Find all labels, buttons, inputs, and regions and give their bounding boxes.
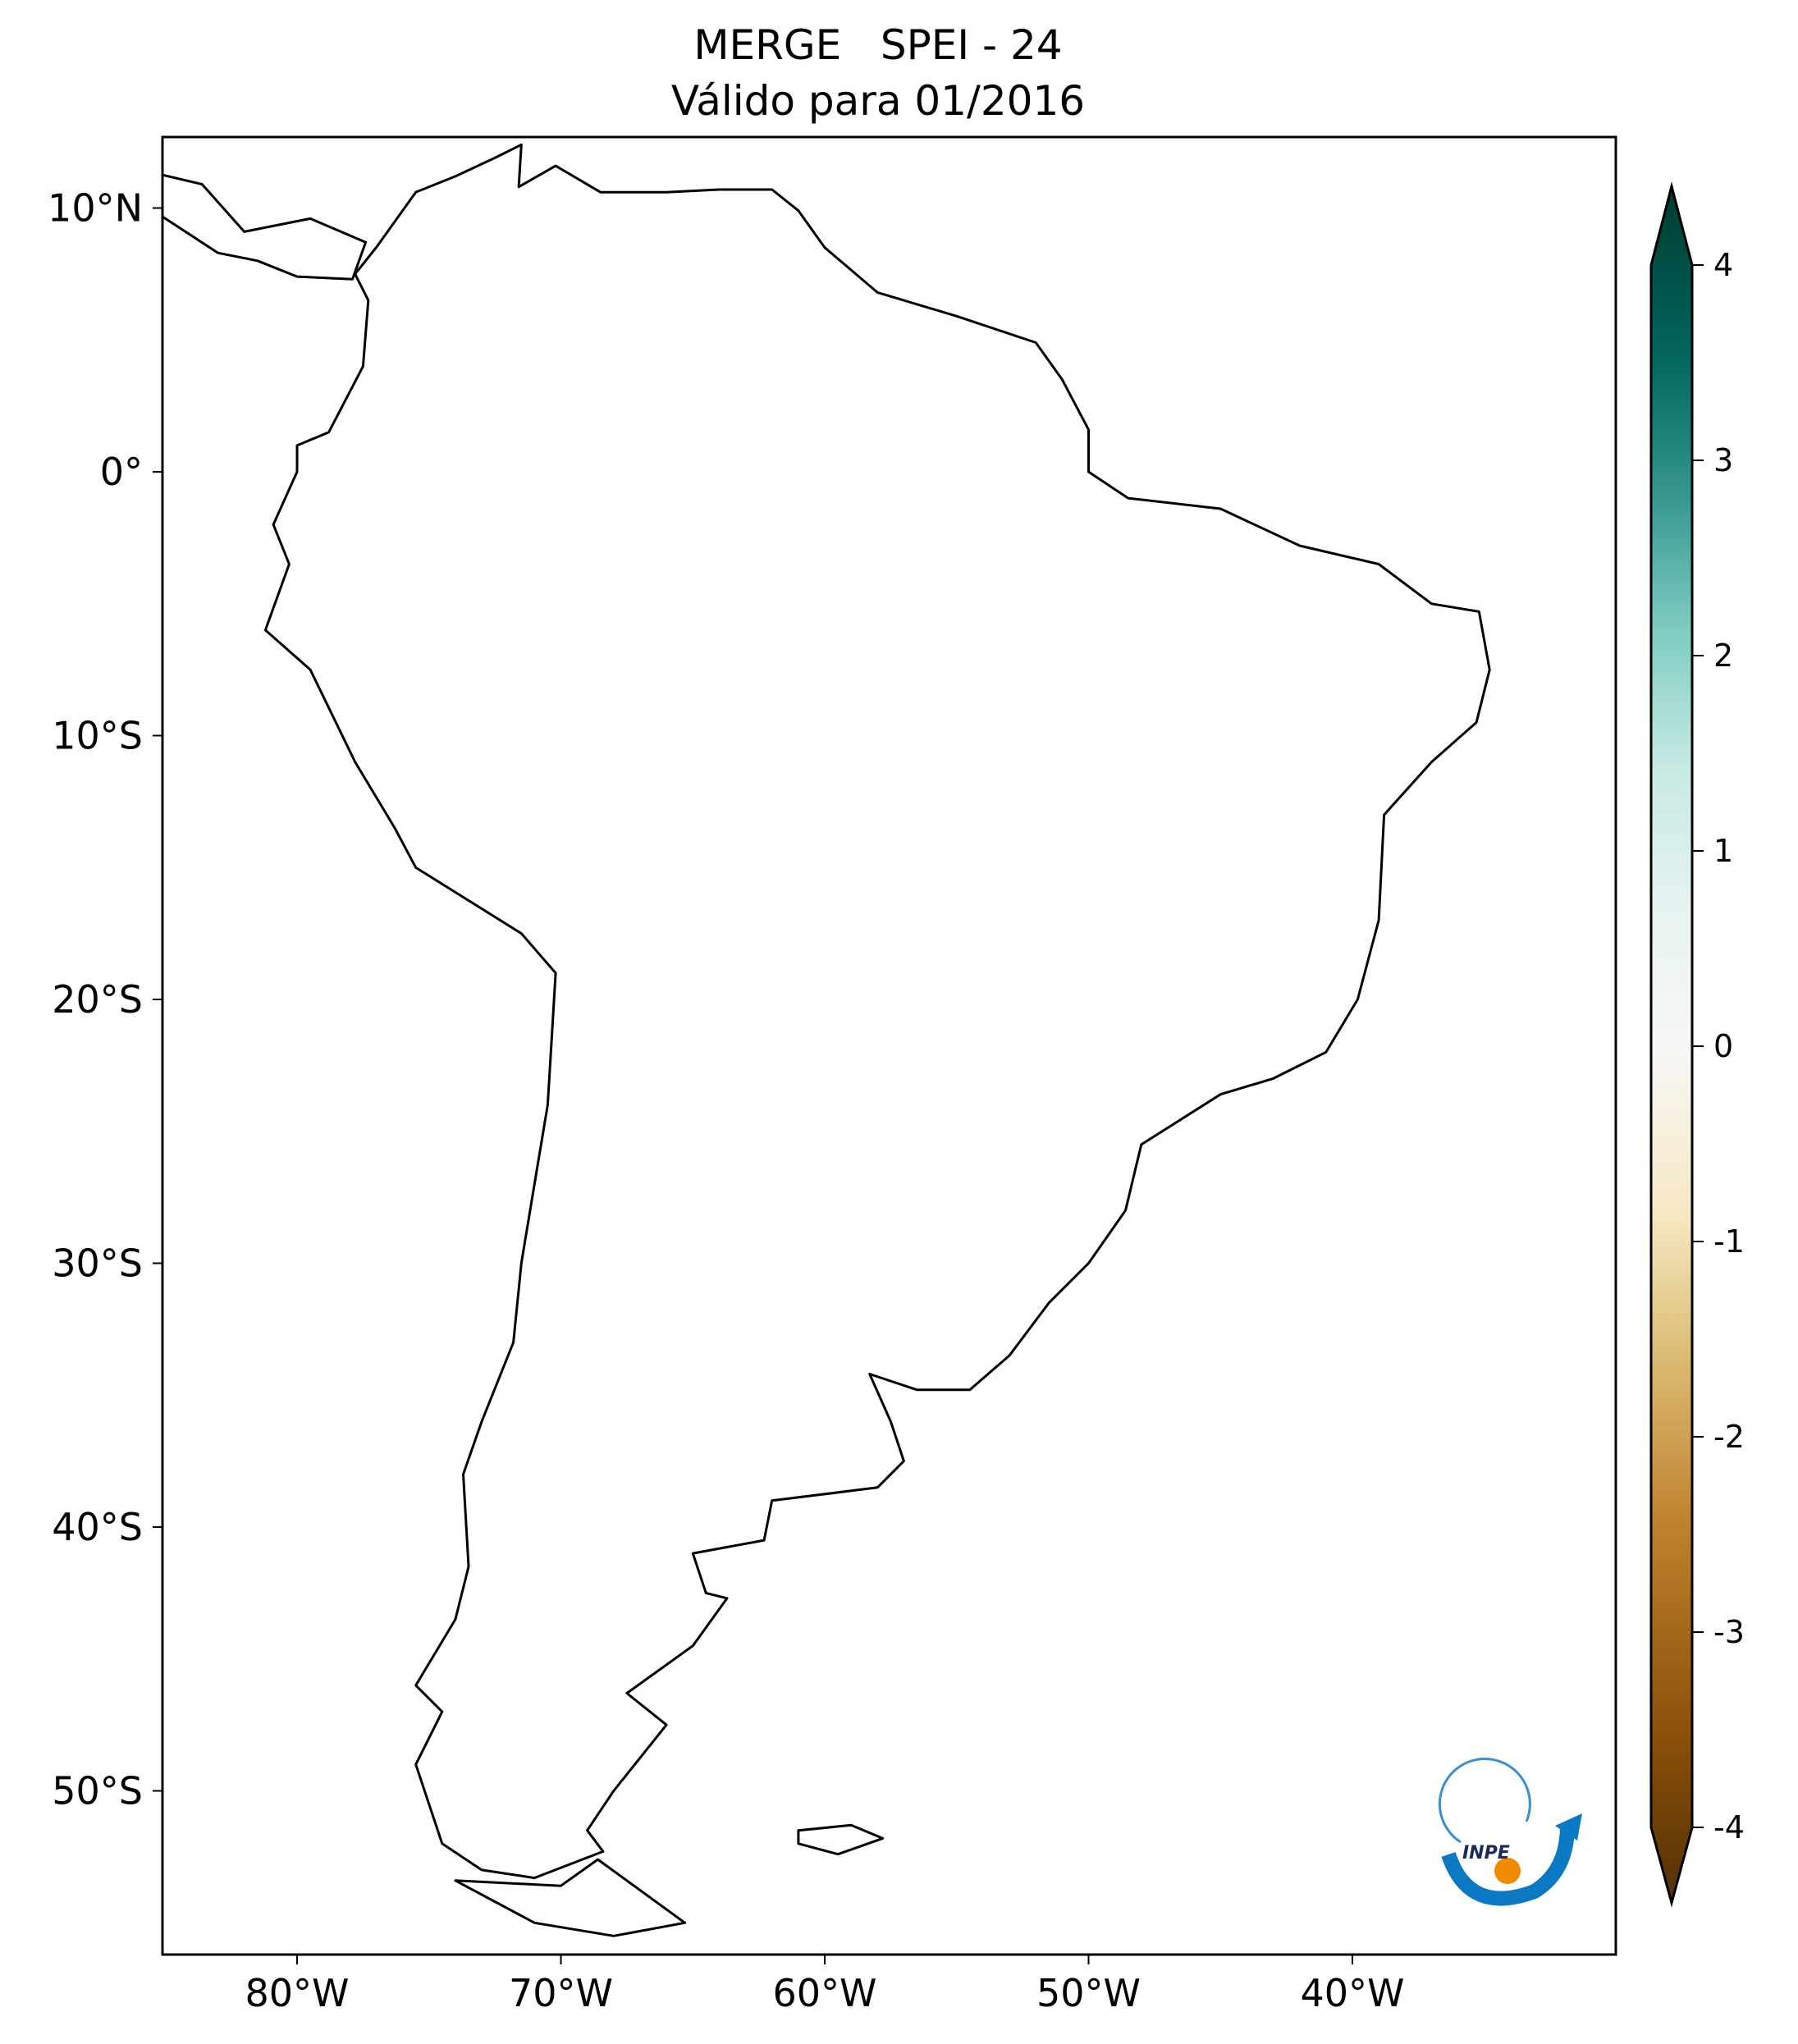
x-tick-label: 40°W: [1300, 1971, 1404, 2015]
x-tick-label: 70°W: [509, 1971, 613, 2015]
spei-region: [1092, 781, 1455, 1060]
colorbar-tick-label: -1: [1713, 1223, 1745, 1260]
logo-orbit-icon: [1438, 1758, 1531, 1844]
y-tick-label: 50°S: [52, 1769, 143, 1813]
chart-subtitle: Válido para 01/2016: [671, 77, 1085, 125]
colorbar-tick-label: -4: [1713, 1809, 1745, 1845]
spei-field: [222, 135, 1481, 1851]
x-tick-label: 50°W: [1036, 1971, 1141, 2015]
spei-region: [380, 728, 743, 1007]
logo-arrow-icon: [1555, 1813, 1582, 1841]
spei-region: [1119, 491, 1481, 770]
map-area: [158, 135, 1491, 1937]
spei-region: [854, 1071, 1217, 1350]
spei-region: [828, 438, 1191, 717]
spei-region: [222, 385, 584, 664]
coastline-continent: [263, 143, 1491, 1880]
chart-title: MERGE SPEI - 24: [693, 21, 1062, 69]
colorbar-ticks: 4 3 2 1 0 -1 -2 -3 -4: [1692, 247, 1745, 1845]
colorbar-tick-label: 1: [1713, 833, 1733, 869]
y-tick-label: 20°S: [52, 977, 143, 1022]
map-frame: [161, 135, 1617, 1956]
colorbar-tick-label: 2: [1713, 638, 1733, 674]
coastlines: [162, 143, 1491, 1937]
colorbar-tick-label: -3: [1713, 1614, 1745, 1650]
land-continent: [265, 144, 1489, 1877]
colorbar-tick-label: 4: [1713, 247, 1733, 283]
x-tick-label: 60°W: [772, 1971, 876, 2015]
colorbar-bar: [1649, 181, 1694, 1908]
y-tick-label: 10°N: [48, 186, 143, 231]
spei-region: [803, 1040, 1005, 1196]
spei-region: [538, 135, 900, 414]
logo-text: INPE: [1462, 1843, 1510, 1863]
spei-region: [300, 543, 663, 822]
y-tick-label: 0°: [100, 450, 143, 494]
colorbar-tick-label: 3: [1713, 442, 1733, 478]
x-tick-label: 80°W: [245, 1971, 349, 2015]
y-tick-label: 40°S: [52, 1505, 143, 1549]
y-axis: 10°N 0° 10°S 20°S 30°S 40°S 50°S: [48, 186, 162, 1813]
y-tick-label: 30°S: [52, 1241, 143, 1286]
logo-swoosh-icon: [1441, 1825, 1575, 1906]
spei-region: [538, 1282, 900, 1561]
colorbar-tick-label: 0: [1713, 1028, 1733, 1064]
spei-region: [538, 411, 900, 690]
colorbar-tick-label: -2: [1713, 1419, 1745, 1455]
coastline-tierra: [454, 1858, 687, 1937]
y-tick-label: 10°S: [52, 714, 143, 758]
spei-region: [380, 174, 743, 453]
coastline-panama: [162, 173, 368, 281]
inpe-logo: INPE: [1438, 1758, 1582, 1906]
logo-sun-icon: [1494, 1858, 1521, 1884]
x-axis: 80°W 70°W 60°W 50°W 40°W: [245, 1955, 1405, 2015]
land-base: [158, 144, 1490, 1936]
coastline-falklands: [797, 1823, 885, 1856]
spei-region: [380, 1572, 743, 1851]
colorbar: 4 3 2 1 0 -1 -2 -3 -4: [1649, 181, 1745, 1908]
